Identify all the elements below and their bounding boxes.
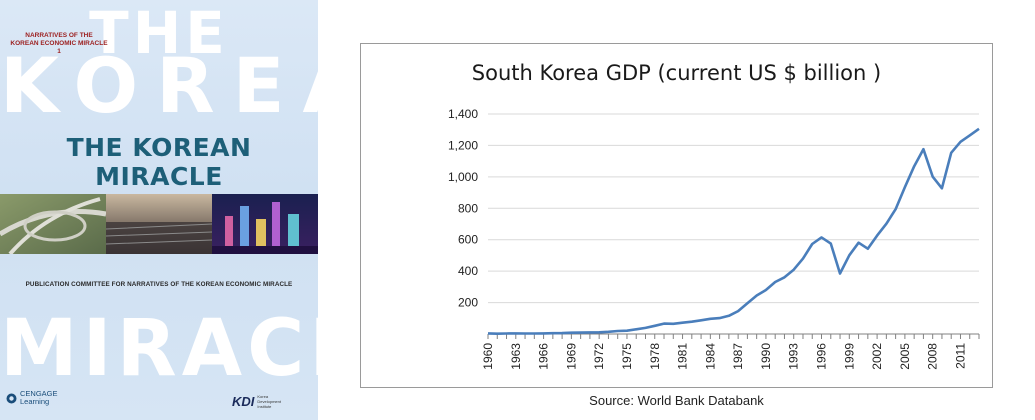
- publisher-name: CENGAGE Learning: [20, 390, 58, 406]
- x-tick-label: 1969: [564, 343, 578, 370]
- x-tick-label: 1978: [648, 343, 662, 370]
- x-tick-label: 1990: [759, 343, 773, 370]
- highway-photo: [0, 194, 107, 254]
- cover-big-the: THE: [89, 0, 229, 67]
- port-photo: [105, 194, 213, 254]
- series-line-2: KOREAN ECONOMIC MIRACLE 1: [10, 40, 108, 55]
- y-tick-label: 1,400: [448, 107, 478, 121]
- gdp-series-line: [487, 127, 980, 336]
- x-tick-label: 1984: [703, 343, 717, 370]
- y-tick-label: 600: [458, 233, 478, 247]
- x-tick-label: 1975: [620, 343, 634, 370]
- publisher-line-2: Learning: [20, 397, 50, 406]
- cover-photo-strip: [0, 194, 318, 254]
- kdi-logo-block: KDI Korea Development Institute: [232, 394, 291, 409]
- x-tick-label: 2005: [898, 343, 912, 370]
- cover-big-korean: KOREAN: [0, 41, 318, 130]
- city-night-photo: [212, 194, 318, 254]
- y-tick-label: 400: [458, 264, 478, 278]
- kdi-logo: KDI: [232, 394, 255, 409]
- x-tick-label: 1993: [787, 343, 801, 370]
- y-tick-label: 200: [458, 296, 478, 310]
- chart-plot: 200 400 600 800 1,000 1,200 1,400 1960 1963 1966 1…: [448, 107, 980, 370]
- gdp-chart: South Korea GDP (current US $ billion ) …: [360, 43, 993, 388]
- x-tick-label: 2011: [953, 343, 967, 369]
- x-tick-label: 1960: [481, 343, 495, 370]
- x-tick-label: 2002: [870, 343, 884, 370]
- series-label: NARRATIVES OF THE KOREAN ECONOMIC MIRACL…: [9, 32, 109, 56]
- book-cover: THE NARRATIVES OF THE KOREAN ECONOMIC MI…: [0, 0, 318, 420]
- publisher-logo: CENGAGE Learning: [6, 390, 58, 406]
- y-tick-label: 800: [458, 201, 478, 215]
- x-tick-label: 1972: [592, 343, 606, 370]
- series-line-1: NARRATIVES OF THE: [25, 32, 93, 39]
- cover-title: THE KOREAN MIRACLE: [66, 133, 252, 191]
- x-tick-label: 1966: [537, 343, 551, 370]
- cover-committee-text: PUBLICATION COMMITTEE FOR NARRATIVES OF …: [25, 281, 293, 288]
- y-tick-label: 1,000: [448, 170, 478, 184]
- y-tick-label: 1,200: [448, 138, 478, 152]
- x-tick-label: 1963: [509, 343, 523, 370]
- x-tick-label: 1996: [815, 343, 829, 370]
- x-tick-label: 1987: [731, 343, 745, 370]
- cover-big-miracle: MIRACLE: [0, 304, 318, 394]
- x-tick-label: 1999: [842, 343, 856, 370]
- publisher-line-1: CENGAGE: [20, 389, 58, 398]
- x-tick-label: 2008: [926, 343, 940, 370]
- chart-title: South Korea GDP (current US $ billion ): [471, 61, 882, 85]
- kdi-subtitle: Korea Development Institute: [257, 394, 281, 409]
- x-tick-label: 1981: [676, 343, 690, 370]
- cengage-icon: [6, 393, 17, 403]
- chart-source: Source: World Bank Databank: [589, 393, 764, 408]
